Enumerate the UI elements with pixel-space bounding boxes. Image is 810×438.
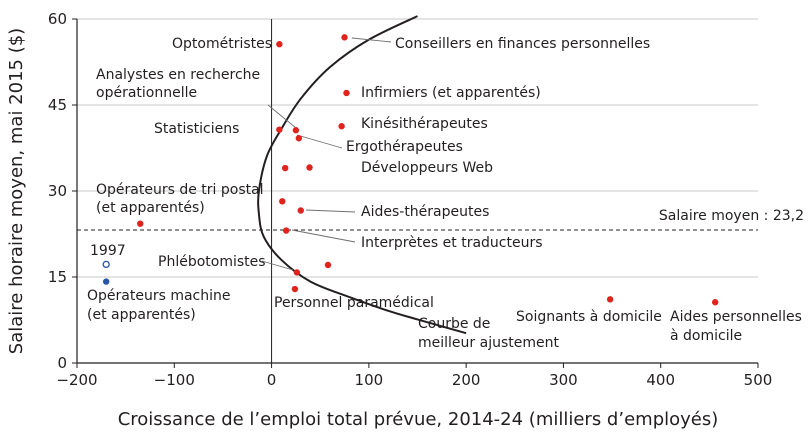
leader-lines xyxy=(261,37,392,271)
data-point xyxy=(606,296,614,303)
data-point xyxy=(341,34,348,41)
x-tick-label: 100 xyxy=(355,371,384,389)
x-tick-label: 400 xyxy=(646,371,675,389)
data-point xyxy=(137,220,144,227)
y-tick-label: 15 xyxy=(48,268,67,286)
leader-line xyxy=(267,104,297,129)
annotation-label: 1997 xyxy=(90,243,126,259)
y-tick-labels: 0 15 30 45 60 xyxy=(48,10,67,372)
annotation-label: opérationnelle xyxy=(96,85,197,101)
y-tick-label: 60 xyxy=(48,10,67,28)
data-point-1997 xyxy=(102,260,110,269)
fit-curve-label-line2: meilleur ajustement xyxy=(418,335,559,351)
y-axis-label: Salaire horaire moyen, mai 2015 ($) xyxy=(6,28,27,354)
y-tick-label: 45 xyxy=(48,96,67,114)
data-point xyxy=(306,164,313,171)
y-tick-label: 30 xyxy=(48,182,67,200)
annotation-label: Statisticiens xyxy=(154,121,239,137)
annotation-label: Développeurs Web xyxy=(361,160,493,176)
leader-line xyxy=(351,37,392,43)
x-tick-label: 300 xyxy=(549,371,578,389)
data-point xyxy=(343,89,350,97)
data-point xyxy=(297,207,304,214)
annotation-label: Conseillers en finances personnelles xyxy=(395,36,650,52)
y-tick-label: 0 xyxy=(57,354,67,372)
data-point xyxy=(291,285,299,293)
leader-line xyxy=(305,209,356,213)
data-point xyxy=(279,198,286,205)
leader-line xyxy=(291,229,356,243)
data-point xyxy=(711,299,719,306)
annotation-label: Personnel paramédical xyxy=(274,295,434,311)
annotation-label: Aides personnelles xyxy=(670,309,802,325)
data-point xyxy=(293,269,301,276)
data-point xyxy=(276,126,283,133)
x-tick-label: −100 xyxy=(154,371,195,389)
data-point xyxy=(276,41,283,48)
data-points xyxy=(102,34,719,306)
x-tick-label: 0 xyxy=(267,371,277,389)
data-point xyxy=(324,261,332,269)
data-point xyxy=(282,227,290,234)
annotation-label: Opérateurs machine xyxy=(87,288,231,304)
x-axis-label: Croissance de l’emploi total prévue, 201… xyxy=(118,409,719,430)
annotation-label: (et apparentés) xyxy=(96,200,205,216)
annotation-label: Aides-thérapeutes xyxy=(361,204,489,220)
data-point xyxy=(295,135,303,142)
x-tick-label: 200 xyxy=(452,371,481,389)
annotation-label: Ergothérapeutes xyxy=(346,139,463,155)
annotation-label: à domicile xyxy=(670,328,742,344)
annotation-label: Opérateurs de tri postal xyxy=(96,182,264,198)
best-fit-curve xyxy=(257,15,467,335)
fit-curve-label-line1: Courbe de xyxy=(418,316,490,332)
annotation-label: Analystes en recherche xyxy=(96,67,260,83)
leader-line xyxy=(261,260,294,271)
leader-line xyxy=(296,134,343,149)
data-point xyxy=(281,164,289,172)
grid-lines xyxy=(77,18,758,278)
average-wage-label: Salaire moyen : 23,2 xyxy=(659,208,804,224)
annotations: Optométristes Conseillers en finances per… xyxy=(87,36,802,344)
annotation-label: Phlébotomistes xyxy=(158,254,266,270)
x-tick-label: 500 xyxy=(744,371,773,389)
data-point xyxy=(292,127,300,134)
x-tick-label: −200 xyxy=(56,371,97,389)
annotation-label: Kinésithérapeutes xyxy=(361,116,488,132)
data-point xyxy=(338,123,345,130)
annotation-label: Soignants à domicile xyxy=(516,309,662,325)
annotation-label: Interprètes et traducteurs xyxy=(361,235,543,251)
axes xyxy=(72,18,759,368)
annotation-label: Optométristes xyxy=(172,36,272,52)
annotation-label: Infirmiers (et apparentés) xyxy=(361,85,541,101)
x-tick-labels: −200 −100 0 100 200 300 400 500 xyxy=(56,371,772,389)
data-point xyxy=(102,278,110,285)
annotation-label: (et apparentés) xyxy=(87,307,196,323)
